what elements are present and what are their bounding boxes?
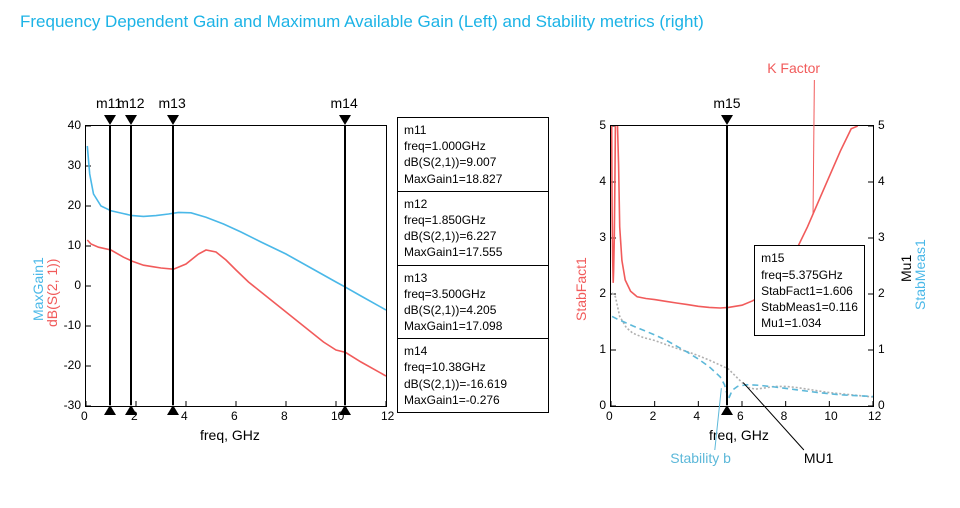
marker-line-m14: [344, 125, 346, 405]
page-title: Frequency Dependent Gain and Maximum Ava…: [20, 12, 704, 32]
right-annotation-overlay: [555, 70, 950, 490]
left-xtick: 0: [81, 409, 88, 423]
left-xlabel: freq, GHz: [200, 427, 260, 443]
left-xtick: 6: [231, 409, 238, 423]
marker-tri-bot-m14: [339, 405, 351, 415]
marker-table-cell-m12: m12freq=1.850GHzdB(S(2,1))=6.227MaxGain1…: [398, 192, 548, 266]
left-ylabel-s21: dB(S(2, 1)): [44, 258, 60, 326]
left-ytick: 30: [53, 158, 81, 172]
marker-label-m13: m13: [159, 95, 186, 111]
page-root: { "title": { "text": "Frequency Dependen…: [0, 0, 960, 508]
marker-line-m13: [172, 125, 174, 405]
marker-tri-top-m12: [125, 115, 137, 125]
marker-tri-top-m13: [167, 115, 179, 125]
left-panel: MaxGain1 dB(S(2, 1)) freq, GHz m11freq=1…: [10, 70, 560, 490]
marker-label-m14: m14: [331, 95, 358, 111]
left-marker-table: m11freq=1.000GHzdB(S(2,1))=9.007MaxGain1…: [397, 117, 549, 413]
marker-tri-bot-m11: [104, 405, 116, 415]
marker-tri-bot-m12: [125, 405, 137, 415]
marker-table-cell-m11: m11freq=1.000GHzdB(S(2,1))=9.007MaxGain1…: [398, 118, 548, 192]
left-ytick: -20: [53, 358, 81, 372]
left-xtick: 8: [281, 409, 288, 423]
left-ytick: 40: [53, 118, 81, 132]
marker-label-m12: m12: [117, 95, 144, 111]
marker-tri-top-m14: [339, 115, 351, 125]
left-ytick: 0: [53, 278, 81, 292]
left-xtick: 12: [381, 409, 394, 423]
marker-line-m11: [109, 125, 111, 405]
left-ytick: -10: [53, 318, 81, 332]
marker-tri-top-m11: [104, 115, 116, 125]
marker-line-m12: [130, 125, 132, 405]
marker-table-cell-m13: m13freq=3.500GHzdB(S(2,1))=4.205MaxGain1…: [398, 266, 548, 340]
left-xtick: 4: [181, 409, 188, 423]
left-ytick: 10: [53, 238, 81, 252]
right-panel: StabFact1 Mu1 StabMeas1 freq, GHz m15fre…: [555, 70, 950, 490]
marker-table-cell-m14: m14freq=10.38GHzdB(S(2,1))=-16.619MaxGai…: [398, 339, 548, 412]
left-ytick: 20: [53, 198, 81, 212]
left-ytick: -30: [53, 398, 81, 412]
marker-tri-bot-m13: [167, 405, 179, 415]
